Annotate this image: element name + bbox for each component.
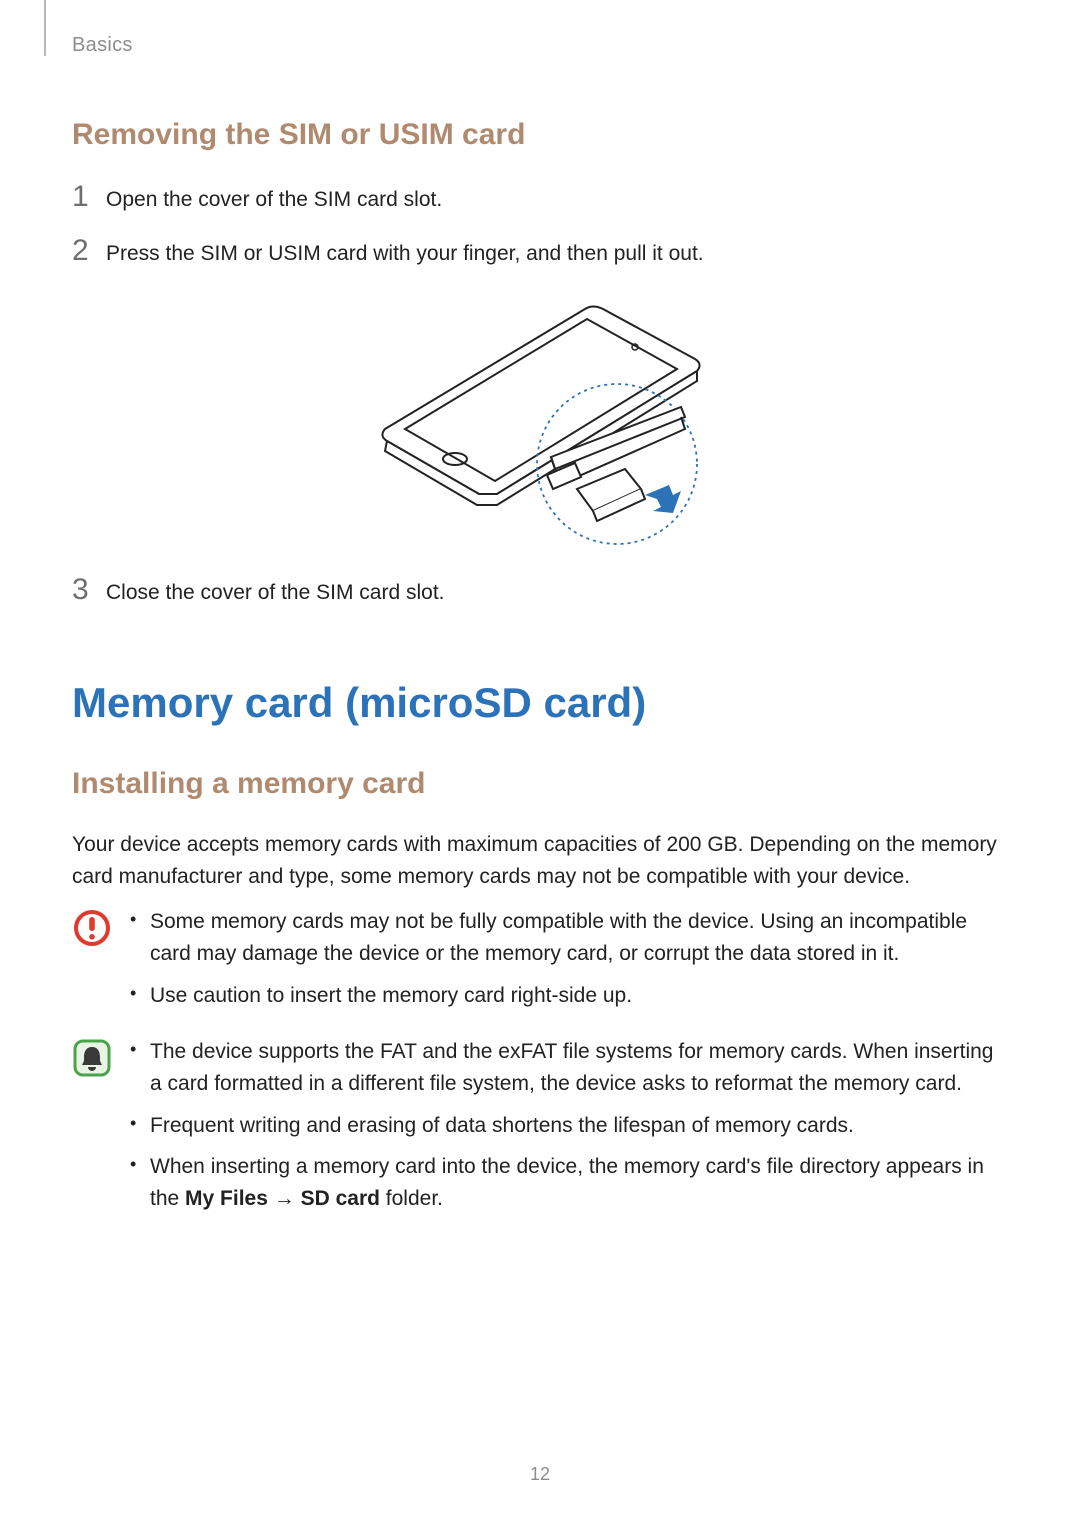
note-text-fragment: folder. xyxy=(380,1187,443,1210)
sim-removal-illustration xyxy=(72,289,1008,549)
step-text: Press the SIM or USIM card with your fin… xyxy=(106,240,704,268)
step-number: 1 xyxy=(72,180,106,214)
section-heading-memory-card: Memory card (microSD card) xyxy=(72,679,1008,727)
step-number: 3 xyxy=(72,573,106,607)
note-list: The device supports the FAT and the exFA… xyxy=(128,1036,1008,1226)
note-item: Frequent writing and erasing of data sho… xyxy=(128,1110,1008,1142)
caution-icon xyxy=(72,906,128,1022)
header-rule xyxy=(44,0,46,56)
caution-block: Some memory cards may not be fully compa… xyxy=(72,906,1008,1022)
caution-item: Use caution to insert the memory card ri… xyxy=(128,980,1008,1012)
page-number: 12 xyxy=(0,1464,1080,1485)
bold-sd-card: SD card xyxy=(301,1187,380,1210)
tablet-sim-diagram-icon xyxy=(325,289,755,549)
step-2: 2 Press the SIM or USIM card with your f… xyxy=(72,234,1008,268)
page-content: Removing the SIM or USIM card 1 Open the… xyxy=(72,118,1008,1225)
manual-page: Basics Removing the SIM or USIM card 1 O… xyxy=(0,0,1080,1527)
step-text: Close the cover of the SIM card slot. xyxy=(106,579,444,607)
step-text: Open the cover of the SIM card slot. xyxy=(106,186,442,214)
bell-note-icon xyxy=(72,1036,128,1226)
bold-my-files: My Files xyxy=(185,1187,268,1210)
step-3: 3 Close the cover of the SIM card slot. xyxy=(72,573,1008,607)
section-heading-installing-memory: Installing a memory card xyxy=(72,767,1008,801)
note-item: The device supports the FAT and the exFA… xyxy=(128,1036,1008,1100)
section-heading-removing-sim: Removing the SIM or USIM card xyxy=(72,118,1008,152)
note-block: The device supports the FAT and the exFA… xyxy=(72,1036,1008,1226)
caution-item: Some memory cards may not be fully compa… xyxy=(128,906,1008,970)
breadcrumb: Basics xyxy=(72,34,133,57)
step-number: 2 xyxy=(72,234,106,268)
caution-list: Some memory cards may not be fully compa… xyxy=(128,906,1008,1022)
step-1: 1 Open the cover of the SIM card slot. xyxy=(72,180,1008,214)
intro-paragraph: Your device accepts memory cards with ma… xyxy=(72,829,1008,892)
note-item: When inserting a memory card into the de… xyxy=(128,1151,1008,1215)
nav-arrow: → xyxy=(268,1187,301,1210)
